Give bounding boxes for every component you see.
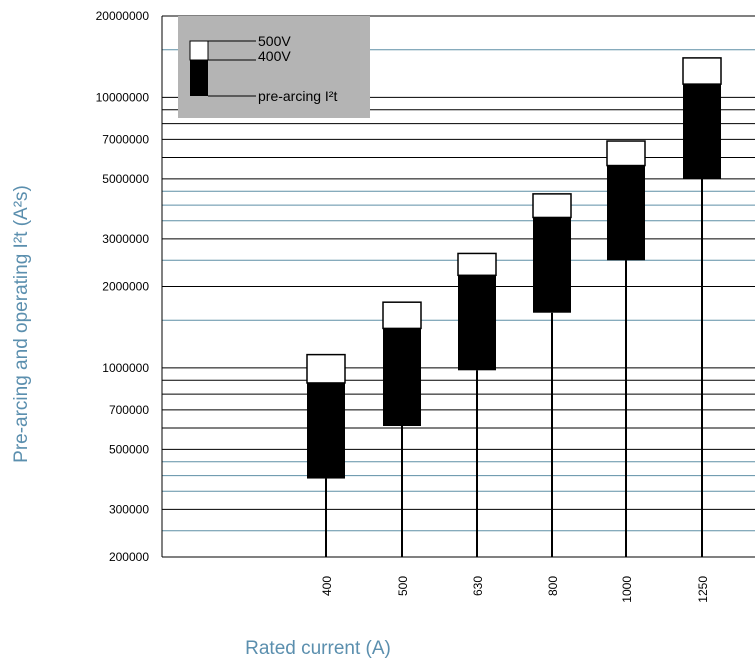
y-tick-label: 2000000 (102, 280, 149, 294)
x-tick-label: 630 (471, 576, 485, 596)
x-tick-label: 500 (396, 576, 410, 596)
bar-400v-prearc-segment (533, 217, 571, 313)
bar-500v-segment (682, 57, 722, 85)
y-axis-title: Pre-arcing and operating I²t (A²s) (11, 185, 32, 463)
x-tick-label: 1250 (696, 576, 710, 603)
legend-swatch-500v (189, 40, 209, 61)
y-tick-labels: 20000000 10000000 7000000 5000000 3000000 200… (96, 9, 150, 564)
y-tick-label: 7000000 (102, 132, 149, 146)
legend-swatch-400v (190, 60, 208, 96)
y-tick-label: 300000 (109, 502, 149, 516)
bar-400v-prearc-segment (607, 165, 645, 261)
bar-400v-prearc-segment (307, 382, 345, 479)
legend-label-400v: 400V (258, 48, 291, 64)
bar-400v-prearc-segment (683, 84, 721, 179)
bar-500v-segment (382, 301, 422, 330)
x-tick-labels: 400 500 630 800 1000 1250 (320, 576, 710, 603)
y-tick-label: 10000000 (96, 90, 150, 104)
bar-400v-prearc-segment (458, 275, 496, 371)
y-tick-label: 3000000 (102, 232, 149, 246)
bar-400v-prearc-segment (383, 328, 421, 426)
x-tick-label: 400 (320, 576, 334, 596)
bar-500v-segment (457, 252, 497, 277)
bar-500v-segment (606, 140, 646, 167)
legend: 500V 400V pre-arcing I²t (178, 16, 370, 118)
y-tick-label: 1000000 (102, 361, 149, 375)
legend-background (178, 16, 370, 118)
legend-label-500v: 500V (258, 33, 291, 49)
y-tick-label: 500000 (109, 442, 149, 456)
x-axis-title: Rated current (A) (245, 638, 391, 659)
y-tick-label: 200000 (109, 550, 149, 564)
stems (325, 178, 703, 557)
y-tick-label: 700000 (109, 403, 149, 417)
x-tick-label: 1000 (620, 576, 634, 603)
y-tick-label: 5000000 (102, 172, 149, 186)
bar-500v-segment (532, 193, 572, 219)
legend-label-prearc: pre-arcing I²t (258, 88, 337, 104)
bar-500v-segment (306, 353, 346, 384)
bars (306, 57, 722, 479)
x-tick-label: 800 (546, 576, 560, 596)
y-tick-label: 20000000 (96, 9, 150, 23)
